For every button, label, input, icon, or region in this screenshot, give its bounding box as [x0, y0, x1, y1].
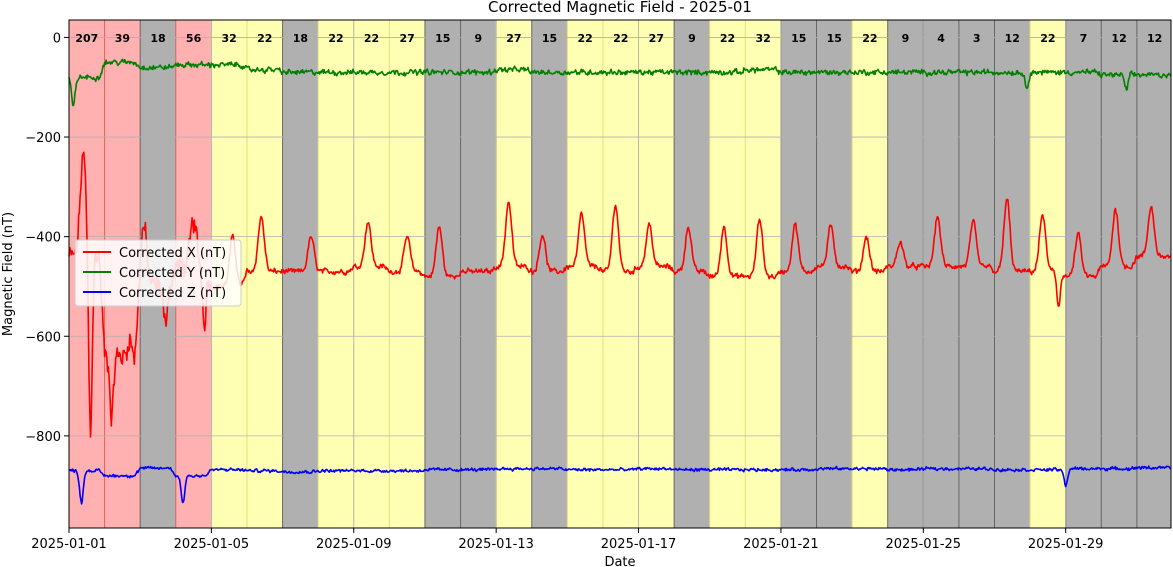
day-band	[674, 20, 710, 528]
daily-index-label: 22	[720, 32, 735, 45]
daily-index-label: 18	[293, 32, 308, 45]
day-band	[1065, 20, 1102, 528]
x-tick-label: 2025-01-05	[174, 537, 250, 552]
y-axis-label: Magnetic Field (nT)	[1, 212, 16, 336]
x-axis-label: Date	[604, 555, 635, 567]
day-band	[496, 20, 532, 528]
day-band	[923, 20, 959, 528]
x-tick-label: 2025-01-17	[601, 537, 677, 552]
legend-label: Corrected X (nT)	[119, 246, 226, 261]
day-band	[353, 20, 390, 528]
daily-index-labels: 207 39 18 56 32 22 18 22 22 27 15 9 27 15 22 22 27 9 22 32 1…	[75, 32, 1162, 45]
series-line-x	[68, 151, 1172, 438]
series-line-y	[68, 58, 1172, 107]
day-band	[282, 20, 319, 528]
daily-index-label: 27	[649, 32, 664, 45]
day-band	[816, 20, 853, 528]
series-lines	[68, 58, 1172, 505]
day-band	[638, 20, 675, 528]
daily-index-label: 39	[115, 32, 130, 45]
x-tick-label: 2025-01-25	[886, 537, 962, 552]
legend-label: Corrected Y (nT)	[119, 266, 225, 281]
daily-index-label: 9	[902, 32, 910, 45]
day-band	[424, 20, 461, 528]
y-tick-label: −400	[25, 231, 61, 246]
daily-index-label: 22	[862, 32, 877, 45]
y-tick-label: −800	[25, 430, 61, 445]
y-tick-label: 0	[53, 31, 61, 46]
daily-index-label: 4	[937, 32, 945, 45]
day-band	[389, 20, 425, 528]
day-band	[246, 20, 283, 528]
x-tick-label: 2025-01-09	[316, 537, 392, 552]
chart-title: Corrected Magnetic Field - 2025-01	[488, 0, 752, 16]
day-band	[994, 20, 1031, 528]
y-tick-label: −200	[25, 131, 61, 146]
legend: Corrected X (nT) Corrected Y (nT) Correcte…	[74, 239, 242, 307]
day-band	[1136, 20, 1171, 528]
daily-index-label: 12	[1147, 32, 1162, 45]
x-tick-label: 2025-01-01	[31, 537, 107, 552]
day-band	[567, 20, 603, 528]
daily-index-label: 22	[257, 32, 272, 45]
x-tick-label: 2025-01-29	[1028, 537, 1104, 552]
daily-index-label: 22	[1040, 32, 1055, 45]
day-band	[318, 20, 354, 528]
daily-index-label: 22	[577, 32, 592, 45]
daily-index-label: 15	[827, 32, 842, 45]
daily-index-label: 32	[755, 32, 770, 45]
daily-index-label: 15	[542, 32, 557, 45]
daily-index-label: 3	[973, 32, 981, 45]
daily-index-label: 12	[1005, 32, 1020, 45]
plot-frame	[68, 19, 1172, 529]
day-band	[852, 20, 888, 528]
daily-index-label: 9	[475, 32, 483, 45]
legend-label: Corrected Z (nT)	[119, 286, 226, 301]
series-line-z	[68, 465, 1172, 505]
x-tick-label: 2025-01-13	[458, 537, 534, 552]
daily-index-label: 22	[613, 32, 628, 45]
daily-index-label: 27	[400, 32, 415, 45]
daily-index-label: 7	[1080, 32, 1088, 45]
daily-index-label: 27	[506, 32, 521, 45]
daily-index-label: 15	[791, 32, 806, 45]
day-band	[1101, 20, 1137, 528]
day-band	[1030, 20, 1066, 528]
daily-index-label: 32	[222, 32, 237, 45]
daily-index-label: 22	[364, 32, 379, 45]
legend-box	[74, 239, 242, 307]
daily-index-label: 18	[150, 32, 165, 45]
day-band	[958, 20, 995, 528]
daily-index-label: 15	[435, 32, 450, 45]
day-band	[780, 20, 817, 528]
x-axis-ticks: 2025-01-01 2025-01-05 2025-01-09 2025-01-13…	[31, 528, 1103, 552]
daily-index-label: 56	[186, 32, 202, 45]
y-tick-label: −600	[25, 330, 61, 345]
x-tick-label: 2025-01-21	[743, 537, 819, 552]
daily-index-label: 12	[1111, 32, 1126, 45]
daily-index-label: 22	[328, 32, 343, 45]
day-band	[531, 20, 568, 528]
daily-index-label: 9	[688, 32, 696, 45]
day-band	[887, 20, 924, 528]
y-axis-ticks: 0 −200 −400 −600 −800	[25, 31, 69, 445]
daily-index-label: 207	[75, 32, 98, 45]
